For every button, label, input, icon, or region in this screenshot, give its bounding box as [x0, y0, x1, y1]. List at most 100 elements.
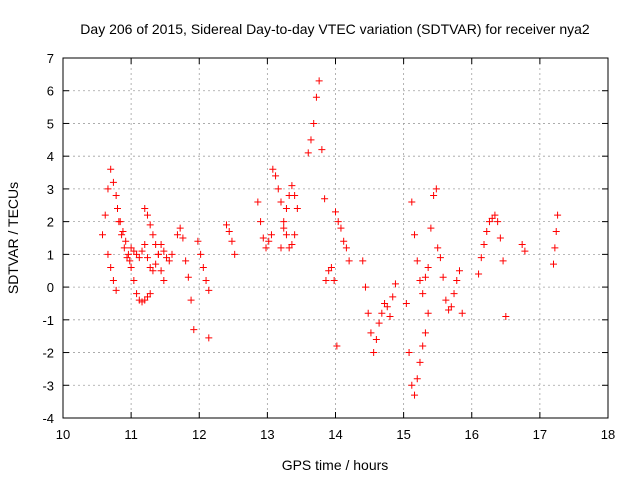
data-point	[257, 218, 265, 226]
x-tick-label: 14	[328, 427, 342, 442]
data-point	[307, 136, 315, 144]
data-point	[179, 234, 187, 242]
data-point	[421, 273, 429, 281]
x-tick-label: 16	[465, 427, 479, 442]
y-tick-label: -3	[42, 378, 54, 393]
data-point	[107, 165, 115, 173]
data-point	[99, 231, 107, 239]
data-point	[372, 335, 380, 343]
data-point	[146, 221, 154, 229]
data-point	[293, 205, 301, 213]
data-point	[280, 224, 288, 232]
y-tick-label: 2	[47, 215, 54, 230]
data-point	[458, 309, 466, 317]
data-point	[141, 205, 149, 213]
data-point	[424, 309, 432, 317]
chart-title: Day 206 of 2015, Sidereal Day-to-day VTE…	[80, 21, 590, 37]
data-point	[408, 381, 416, 389]
data-point	[160, 247, 168, 255]
data-point	[378, 309, 386, 317]
data-point	[312, 93, 320, 101]
data-point	[518, 241, 526, 249]
data-point	[259, 234, 267, 242]
data-point	[521, 247, 529, 255]
data-point	[154, 250, 162, 258]
data-point	[427, 224, 435, 232]
data-points	[99, 77, 562, 399]
data-point	[288, 182, 296, 190]
y-tick-label: 1	[47, 247, 54, 262]
data-point	[202, 277, 210, 285]
data-point	[265, 237, 273, 245]
data-point	[502, 313, 510, 321]
data-point	[223, 221, 230, 229]
data-point	[157, 267, 165, 275]
x-axis-title: GPS time / hours	[282, 457, 389, 473]
data-point	[116, 218, 124, 226]
data-point	[434, 244, 442, 252]
data-point	[416, 277, 424, 285]
data-point	[109, 277, 117, 285]
data-point	[491, 211, 499, 219]
data-point	[152, 241, 160, 249]
data-point	[315, 77, 323, 85]
y-tick-label: 3	[47, 182, 54, 197]
y-tick-label: -1	[42, 313, 54, 328]
x-tick-label: 13	[260, 427, 274, 442]
data-point	[375, 319, 383, 327]
data-point	[304, 149, 312, 157]
data-point	[194, 237, 202, 245]
data-point	[165, 257, 173, 265]
data-point	[419, 290, 427, 298]
data-point	[552, 227, 560, 235]
data-point	[439, 273, 447, 281]
data-point	[138, 247, 146, 255]
data-point	[342, 244, 350, 252]
data-point	[107, 263, 115, 271]
data-point	[184, 273, 192, 281]
data-point	[288, 241, 296, 249]
data-point	[361, 283, 369, 291]
data-point	[391, 280, 399, 288]
data-point	[228, 237, 236, 245]
data-point	[494, 218, 502, 226]
data-point	[282, 205, 290, 213]
data-point	[550, 260, 557, 268]
data-point	[112, 286, 120, 294]
data-point	[149, 231, 157, 239]
data-point	[112, 191, 120, 199]
data-point	[551, 244, 559, 252]
data-point	[277, 244, 285, 252]
axis-ticks	[62, 57, 609, 419]
data-point	[109, 178, 117, 186]
data-point	[119, 227, 127, 235]
data-point	[173, 231, 181, 239]
x-axis-tick-labels: 10 11 12 13 14 15 16 17 18	[56, 427, 615, 442]
data-point	[104, 250, 112, 258]
data-point	[432, 185, 440, 193]
data-point	[104, 185, 112, 193]
data-point	[168, 250, 176, 258]
data-point	[322, 277, 330, 285]
data-point	[182, 257, 190, 265]
data-point	[334, 218, 342, 226]
y-axis-title: SDTVAR / TECUs	[5, 182, 21, 294]
data-point	[269, 165, 277, 173]
data-point	[267, 231, 275, 239]
data-point	[197, 250, 205, 258]
data-point	[120, 244, 128, 252]
y-tick-label: -2	[42, 346, 54, 361]
data-point	[402, 299, 410, 307]
data-point	[413, 257, 421, 265]
data-point	[345, 257, 353, 265]
data-point	[383, 303, 391, 311]
data-point	[114, 205, 121, 213]
data-point	[499, 257, 507, 265]
data-point	[386, 313, 394, 321]
data-point	[130, 277, 138, 285]
data-point	[496, 234, 504, 242]
data-point	[327, 263, 335, 271]
data-point	[277, 198, 285, 206]
data-point	[424, 263, 432, 271]
y-tick-label: 0	[47, 280, 54, 295]
